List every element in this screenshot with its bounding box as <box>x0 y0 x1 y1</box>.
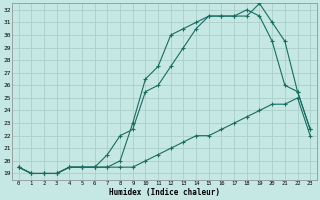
X-axis label: Humidex (Indice chaleur): Humidex (Indice chaleur) <box>109 188 220 197</box>
